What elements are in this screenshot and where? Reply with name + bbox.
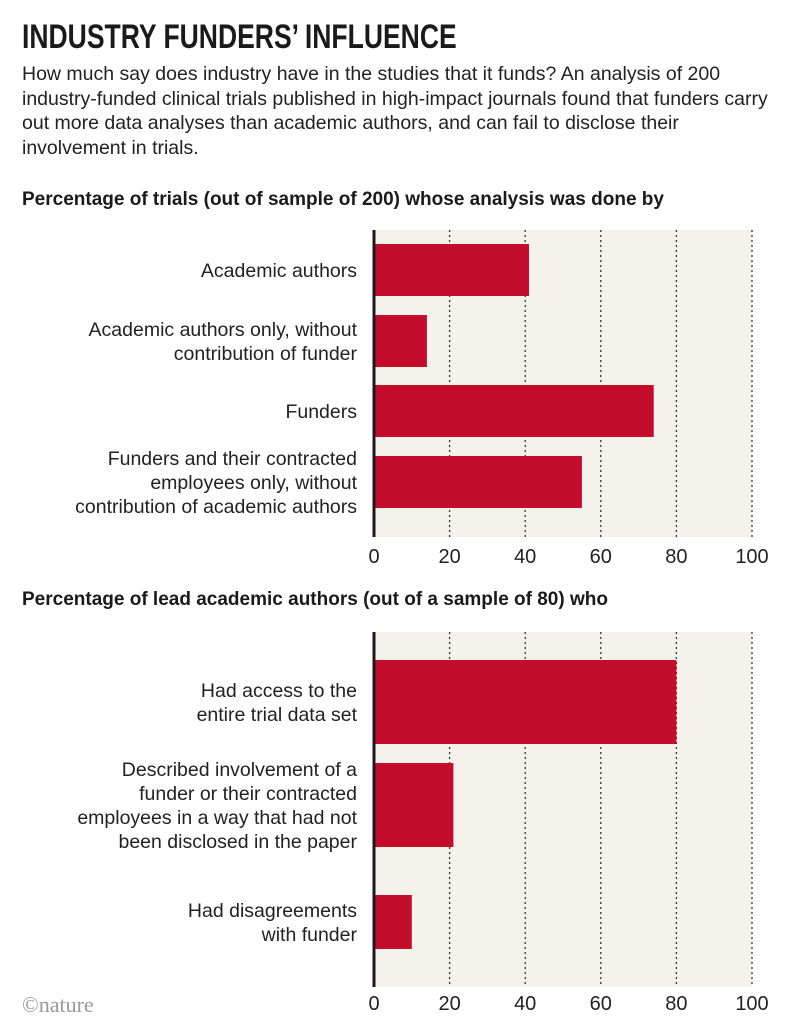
chart-1-title: Percentage of trials (out of sample of 2… (22, 189, 664, 210)
chart-2-title: Percentage of lead academic authors (out… (22, 589, 608, 610)
category-label: been disclosed in the paper (118, 831, 357, 853)
x-tick-label: 60 (590, 546, 612, 568)
category-label: Academic authors only, without (89, 319, 358, 341)
category-label: contribution of academic authors (75, 496, 357, 518)
bar (374, 315, 427, 367)
x-tick-label: 40 (514, 546, 536, 568)
x-tick-label: 60 (590, 993, 612, 1015)
category-label: contribution of funder (174, 343, 358, 365)
bar (374, 244, 529, 296)
category-label: Had access to the (201, 680, 357, 702)
category-label: Funders (285, 401, 357, 423)
x-tick-label: 100 (735, 993, 768, 1015)
nature-credit: ©nature (22, 992, 94, 1017)
intro-text: How much say does industry have in the s… (22, 63, 768, 159)
bar (374, 456, 582, 508)
chart-1-analysis-done-by: 0 20 40 60 80 100 Academic authors Academic aut… (75, 230, 769, 568)
category-label: Had disagreements (188, 900, 357, 922)
x-tick-label: 100 (735, 546, 768, 568)
category-label: employees only, without (150, 472, 357, 494)
category-label: funder or their contracted (139, 783, 357, 805)
category-label: Described involvement of a (122, 759, 357, 781)
bar (374, 660, 677, 744)
page-title: INDUSTRY FUNDERS’ INFLUENCE (22, 18, 457, 56)
x-tick-label: 0 (368, 993, 379, 1015)
x-tick-label: 20 (438, 993, 460, 1015)
bar (374, 385, 654, 437)
category-label: employees in a way that had not (77, 807, 357, 829)
category-label: Funders and their contracted (108, 448, 357, 470)
bar (374, 895, 412, 949)
x-tick-label: 80 (665, 993, 687, 1015)
x-tick-label: 40 (514, 993, 536, 1015)
category-label: with funder (261, 924, 358, 946)
category-label: entire trial data set (197, 704, 358, 726)
bar (374, 763, 454, 847)
x-tick-label: 20 (438, 546, 460, 568)
x-tick-label: 80 (665, 546, 687, 568)
x-tick-label: 0 (368, 546, 379, 568)
category-label: Academic authors (201, 260, 357, 282)
